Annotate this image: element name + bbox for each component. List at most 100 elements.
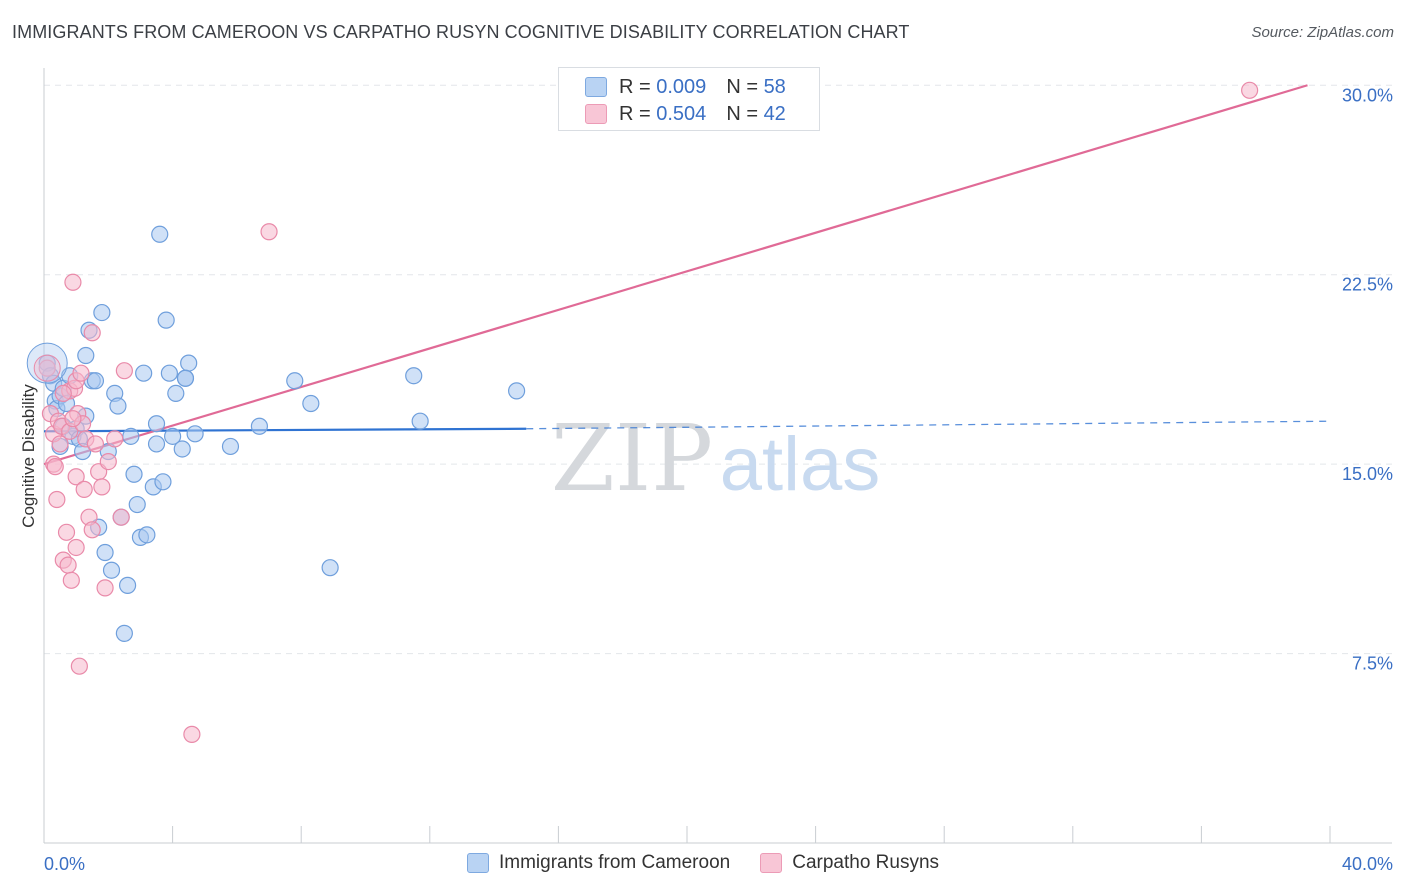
data-points bbox=[26, 81, 1259, 743]
cameroon-point bbox=[77, 346, 95, 365]
cameroon-point bbox=[160, 364, 178, 382]
legend-n-label: N = bbox=[726, 102, 758, 125]
cameroon-point bbox=[405, 367, 423, 385]
legend-n-value: 58 bbox=[763, 75, 786, 98]
cameroon-trend-extension bbox=[526, 420, 1331, 430]
legend-r-value: 0.009 bbox=[656, 75, 707, 98]
cameroon-point bbox=[122, 427, 140, 445]
cameroon-point bbox=[118, 576, 137, 594]
cameroon-point bbox=[135, 364, 153, 382]
cameroon-point bbox=[164, 427, 182, 445]
cameroon-point bbox=[250, 417, 269, 435]
cameroon-point bbox=[147, 435, 166, 453]
legend-r-label: R = bbox=[619, 102, 651, 125]
rusyn-trend-line bbox=[43, 84, 1308, 466]
cameroon-point bbox=[115, 624, 133, 642]
cameroon-point bbox=[151, 225, 169, 243]
legend-label-cameroon: Immigrants from Cameroon bbox=[498, 852, 731, 873]
legend-row-rusyn: R = 0.504 N = 42 bbox=[585, 102, 786, 126]
rusyn-cluster-point bbox=[33, 354, 61, 382]
legend-item-cameroon[interactable]: Immigrants from Cameroon bbox=[466, 852, 731, 874]
cameroon-cluster-point bbox=[26, 342, 68, 384]
rusyn-point bbox=[83, 521, 101, 539]
cameroon-point bbox=[102, 561, 121, 579]
cameroon-point bbox=[302, 394, 320, 413]
legend-r-label: R = bbox=[619, 75, 651, 98]
correlation-legend: R = 0.009 N = 58 R = 0.504 N = 42 bbox=[558, 67, 820, 131]
cameroon-point bbox=[138, 526, 156, 544]
cameroon-point bbox=[286, 372, 304, 390]
rusyn-point bbox=[86, 435, 105, 453]
cameroon-point bbox=[508, 382, 526, 400]
watermark-atlas: atlas bbox=[720, 422, 881, 507]
cameroon-point bbox=[86, 372, 105, 390]
cameroon-point bbox=[321, 559, 339, 577]
cameroon-point bbox=[128, 495, 146, 514]
legend-label-rusyn: Carpatho Rusyns bbox=[792, 852, 940, 873]
rusyn-point bbox=[67, 538, 85, 557]
legend-n-value: 42 bbox=[763, 102, 786, 125]
rusyn-point bbox=[62, 571, 80, 589]
rusyn-point bbox=[112, 508, 130, 526]
cameroon-point bbox=[176, 369, 195, 387]
cameroon-point bbox=[109, 397, 127, 415]
rusyn-point bbox=[57, 523, 76, 541]
x-tick-label: 0.0% bbox=[44, 854, 85, 874]
gridlines bbox=[44, 84, 1392, 655]
cameroon-point bbox=[173, 440, 191, 458]
y-axis-title: Cognitive Disability bbox=[19, 384, 38, 528]
watermark: ZIP atlas bbox=[551, 405, 880, 512]
cameroon-point bbox=[96, 543, 114, 562]
chart-title: IMMIGRANTS FROM CAMEROON VS CARPATHO RUS… bbox=[12, 22, 910, 42]
cameroon-point bbox=[411, 412, 429, 430]
legend-item-rusyn[interactable]: Carpatho Rusyns bbox=[760, 852, 939, 874]
axis-labels: 7.5% 15.0% 22.5% 30.0% 0.0% 40.0% Cognitive Di… bbox=[19, 85, 1393, 874]
rusyn-point bbox=[99, 453, 117, 471]
cameroon-point bbox=[125, 465, 143, 483]
y-tick-label: 7.5% bbox=[1352, 654, 1393, 674]
legend-swatch-pink bbox=[585, 104, 607, 124]
cameroon-point bbox=[93, 303, 111, 322]
y-tick-label: 30.0% bbox=[1342, 85, 1393, 105]
rusyn-point bbox=[93, 478, 111, 496]
axes bbox=[43, 68, 1392, 844]
legend-r-value: 0.504 bbox=[656, 102, 707, 125]
rusyn-point bbox=[83, 324, 101, 342]
y-tick-label: 15.0% bbox=[1342, 464, 1393, 484]
rusyn-point bbox=[115, 362, 133, 380]
y-tick-label: 22.5% bbox=[1342, 275, 1393, 295]
legend-row-cameroon: R = 0.009 N = 58 bbox=[585, 75, 786, 99]
rusyn-point bbox=[59, 556, 77, 574]
rusyn-point bbox=[67, 468, 85, 486]
rusyn-point bbox=[51, 435, 69, 453]
rusyn-point bbox=[48, 490, 66, 509]
rusyn-point bbox=[96, 579, 114, 597]
series-legend: Immigrants from Cameroon Carpatho Rusyns bbox=[0, 852, 1406, 874]
cameroon-point bbox=[157, 311, 175, 329]
rusyn-point bbox=[183, 725, 201, 743]
rusyn-point bbox=[46, 458, 64, 476]
cameroon-point bbox=[180, 354, 198, 372]
legend-n-label: N = bbox=[726, 75, 758, 98]
x-tick-label: 40.0% bbox=[1342, 854, 1393, 874]
legend-swatch-pink bbox=[760, 853, 783, 873]
cameroon-point bbox=[154, 473, 172, 491]
cameroon-point bbox=[167, 384, 185, 403]
legend-swatch-blue bbox=[585, 77, 607, 97]
cameroon-point bbox=[147, 415, 166, 433]
rusyn-point bbox=[70, 657, 88, 675]
cameroon-point bbox=[221, 437, 240, 456]
source-label: Source: ZipAtlas.com bbox=[1251, 24, 1394, 41]
cameroon-point bbox=[186, 425, 204, 443]
rusyn-point bbox=[260, 223, 278, 241]
rusyn-point bbox=[54, 384, 72, 403]
rusyn-point bbox=[38, 359, 56, 377]
watermark-zip: ZIP bbox=[551, 405, 713, 512]
legend-swatch-blue bbox=[466, 853, 489, 873]
rusyn-point bbox=[64, 410, 82, 428]
rusyn-point bbox=[64, 273, 82, 291]
rusyn-point bbox=[1241, 81, 1259, 99]
rusyn-point bbox=[75, 480, 93, 498]
rusyn-point bbox=[72, 364, 90, 382]
